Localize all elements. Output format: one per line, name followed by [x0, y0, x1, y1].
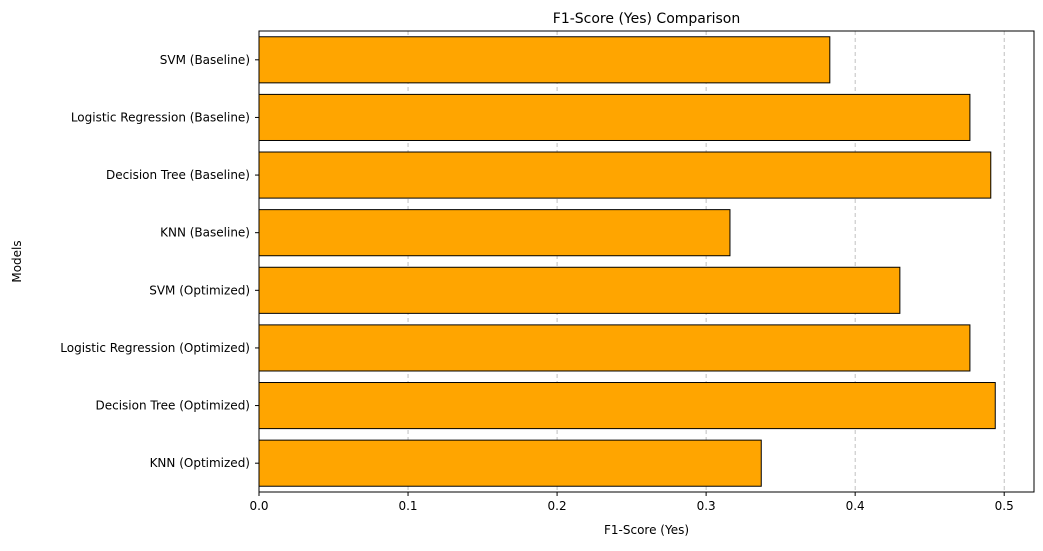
y-axis-label: Models	[10, 240, 24, 282]
bar	[258, 36, 831, 84]
y-tick-label: KNN (Baseline)	[160, 226, 250, 240]
bar	[258, 324, 971, 372]
y-tick-label: Logistic Regression (Optimized)	[60, 341, 250, 355]
x-tick-label: 0.3	[697, 499, 716, 513]
x-tick-label: 0.4	[846, 499, 865, 513]
plot-frame	[258, 30, 1035, 493]
y-tick-layer: SVM (Baseline) Logistic Regression (Basel…	[60, 53, 259, 470]
x-tick-label: 0.2	[548, 499, 567, 513]
x-tick-layer: 0.0 0.1 0.2 0.3 0.4 0.5	[249, 492, 1014, 513]
bar-layer	[258, 36, 996, 487]
x-tick-label: 0.1	[398, 499, 417, 513]
chart-title: F1-Score (Yes) Comparison	[553, 11, 740, 27]
y-tick-label: SVM (Baseline)	[160, 53, 250, 67]
x-axis-label: F1-Score (Yes)	[604, 523, 689, 537]
y-tick-label: SVM (Optimized)	[149, 283, 250, 297]
bar	[258, 151, 992, 199]
bar	[258, 209, 731, 257]
y-tick-label: Decision Tree (Optimized)	[95, 399, 250, 413]
y-tick-label: Decision Tree (Baseline)	[106, 168, 250, 182]
bar	[258, 439, 762, 487]
bar	[258, 382, 996, 430]
x-tick-label: 0.0	[249, 499, 268, 513]
bar	[258, 93, 971, 141]
x-tick-label: 0.5	[995, 499, 1014, 513]
y-tick-label: KNN (Optimized)	[150, 456, 250, 470]
bar	[258, 266, 901, 314]
y-tick-label: Logistic Regression (Baseline)	[71, 110, 250, 124]
